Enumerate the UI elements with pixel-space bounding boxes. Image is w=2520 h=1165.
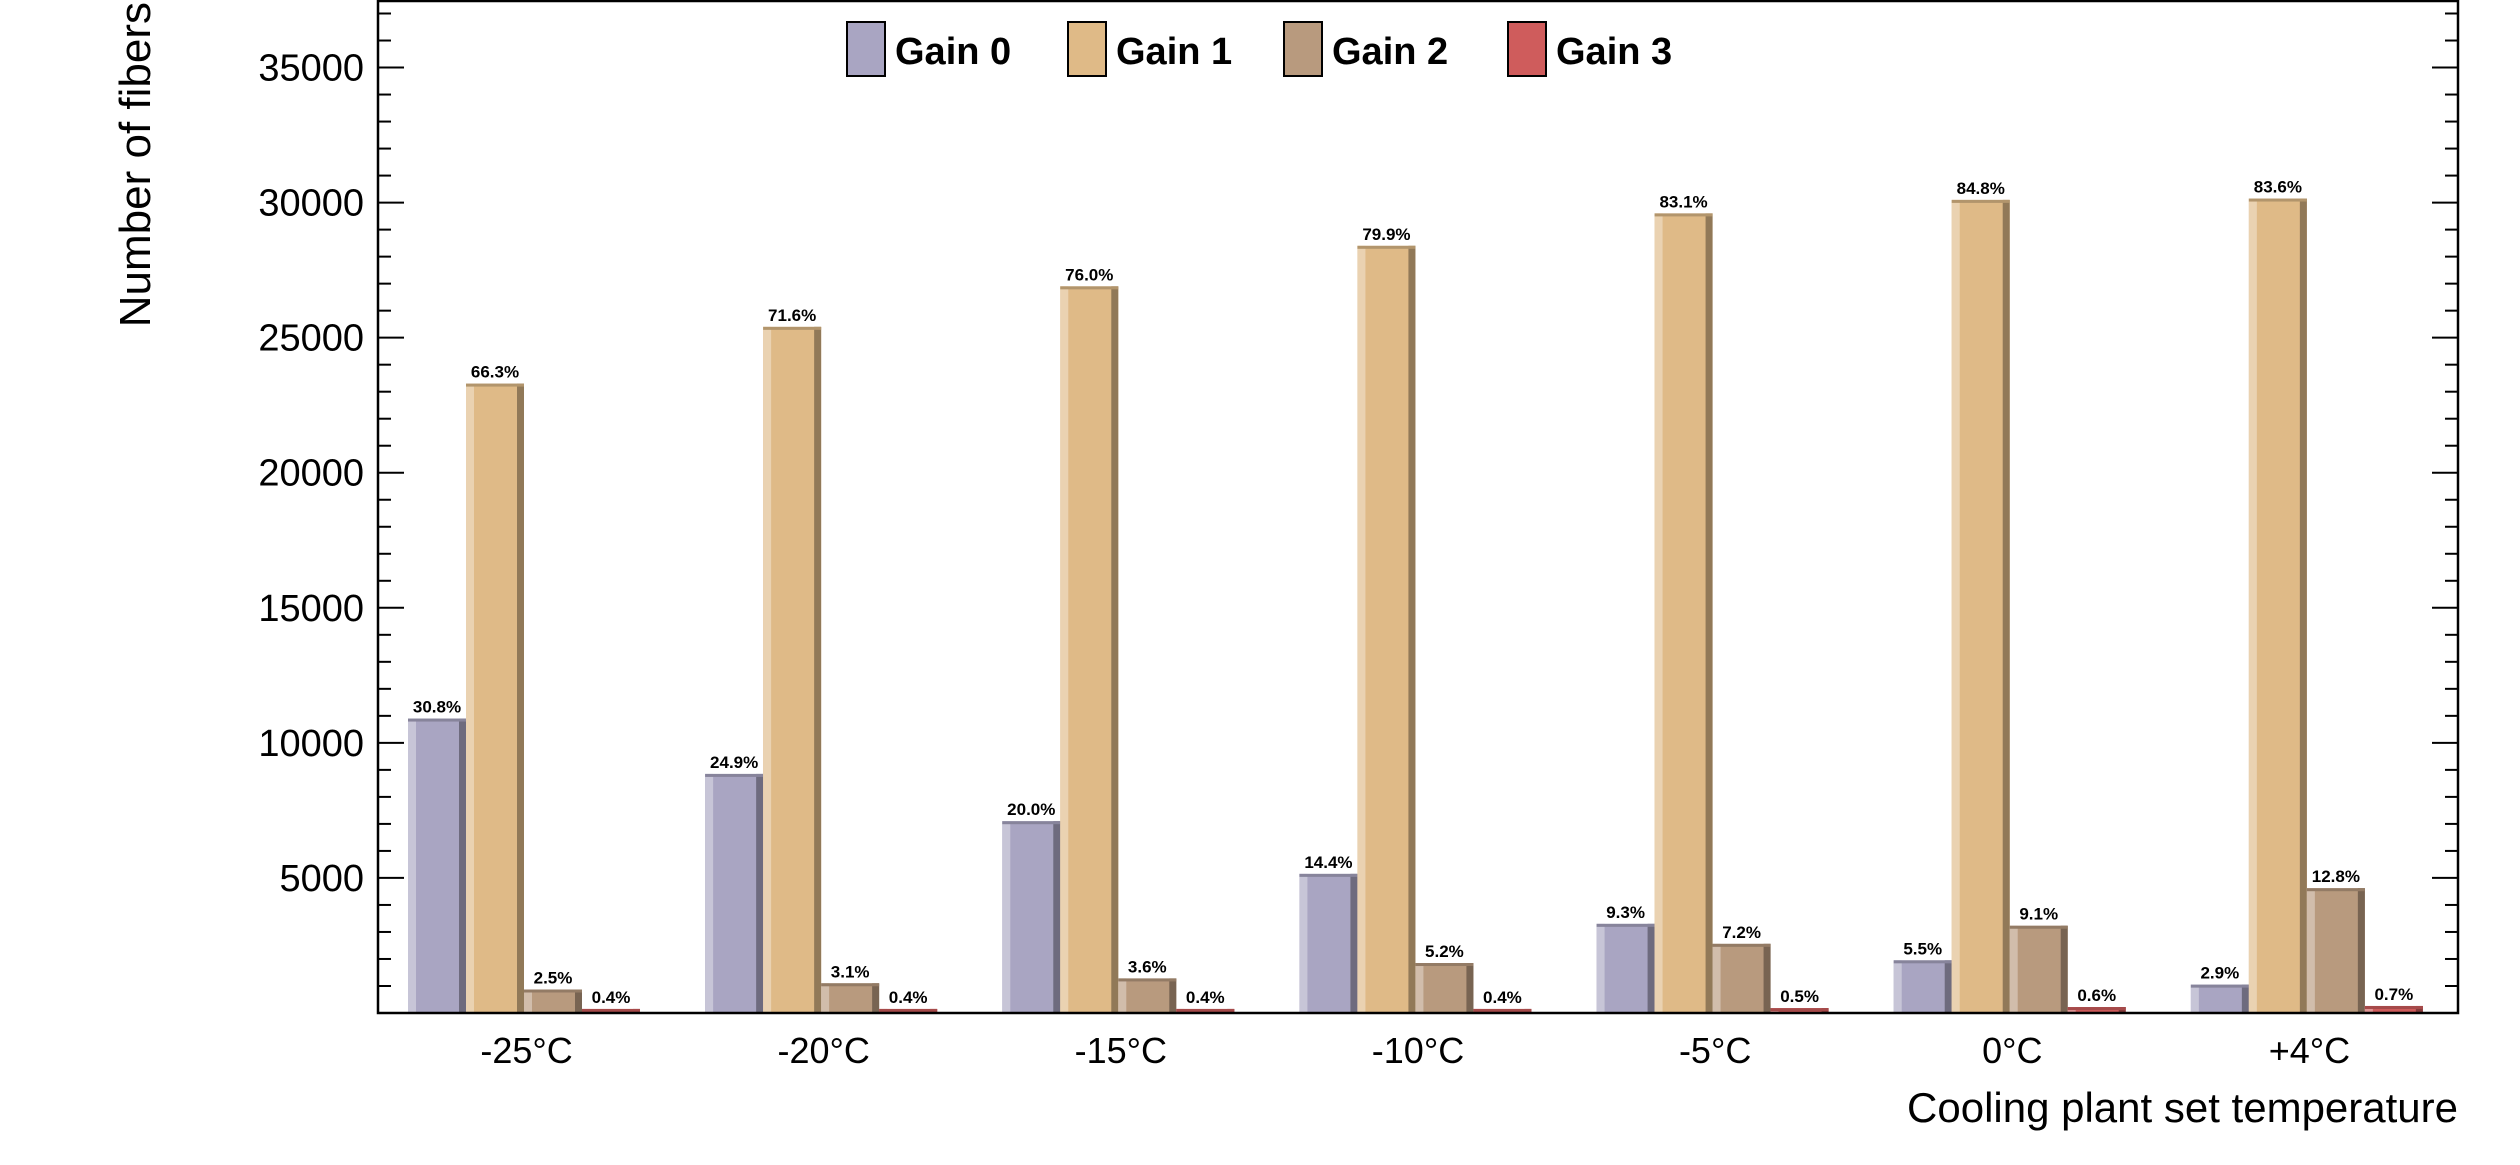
bar-gain-3 bbox=[879, 1008, 938, 1013]
bar-value-label: 5.2% bbox=[1425, 942, 1464, 961]
bar-value-label: 24.9% bbox=[710, 753, 758, 772]
bar-gain-1 bbox=[1951, 199, 2010, 1013]
bar-value-label: 2.9% bbox=[2200, 964, 2239, 983]
legend-entry-gain-3: Gain 3 bbox=[1507, 21, 1672, 77]
bar-value-label: 12.8% bbox=[2312, 867, 2360, 886]
legend-entry-gain-0: Gain 0 bbox=[846, 21, 1011, 77]
axes-layer: -25°C -20°C -15°C -10°C -5°C 0°C +4°C 5000 10000… bbox=[258, 0, 2460, 1071]
y-tick-label: 35000 bbox=[258, 48, 364, 90]
legend-swatch bbox=[1067, 21, 1107, 77]
bar-value-label: 71.6% bbox=[768, 306, 816, 325]
x-tick-label: 0°C bbox=[1982, 1030, 2042, 1071]
x-axis-label: Cooling plant set temperature bbox=[1907, 1084, 2458, 1131]
legend-swatch bbox=[846, 21, 886, 77]
bar-gain-1 bbox=[763, 326, 822, 1013]
bar-gain-1 bbox=[1654, 213, 1713, 1013]
bar-value-label: 0.6% bbox=[2077, 986, 2116, 1005]
legend-swatch bbox=[1507, 21, 1547, 77]
bar-value-label: 0.4% bbox=[1186, 988, 1225, 1007]
bar-gain-2 bbox=[1118, 978, 1177, 1013]
bar-value-label: 0.7% bbox=[2374, 985, 2413, 1004]
bar-gain-2 bbox=[2009, 925, 2068, 1013]
y-tick-label: 5000 bbox=[279, 858, 364, 900]
bar-gain-3 bbox=[2067, 1007, 2126, 1013]
legend-label: Gain 3 bbox=[1556, 31, 1672, 73]
bar-value-label: 14.4% bbox=[1304, 853, 1352, 872]
x-tick-label: -25°C bbox=[480, 1030, 572, 1071]
bar-gain-0 bbox=[1299, 873, 1358, 1013]
bar-gain-0 bbox=[1002, 821, 1061, 1013]
bars-layer bbox=[408, 198, 2423, 1014]
bar-gain-0 bbox=[1596, 923, 1655, 1013]
bar-value-label: 76.0% bbox=[1065, 265, 1113, 284]
bar-gain-2 bbox=[524, 989, 582, 1013]
legend: Gain 0 Gain 1 Gain 2 Gain 3 bbox=[846, 21, 1672, 77]
y-axis-label: Number of fibers bbox=[111, 2, 160, 327]
y-tick-label: 15000 bbox=[258, 588, 364, 630]
bar-value-label: 2.5% bbox=[534, 968, 573, 987]
bar-value-label: 0.4% bbox=[1483, 988, 1522, 1007]
bar-value-label: 0.5% bbox=[1780, 987, 1819, 1006]
y-tick-label: 30000 bbox=[258, 183, 364, 225]
bar-gain-2 bbox=[2306, 888, 2365, 1013]
bar-value-label: 79.9% bbox=[1362, 225, 1410, 244]
bar-gain-0 bbox=[1893, 960, 1952, 1013]
legend-label: Gain 0 bbox=[895, 31, 1011, 73]
legend-label: Gain 1 bbox=[1116, 31, 1232, 73]
y-tick-label: 25000 bbox=[258, 318, 364, 360]
bar-value-label: 83.1% bbox=[1659, 192, 1707, 211]
bar-gain-1 bbox=[1060, 286, 1119, 1014]
x-tick-label: -20°C bbox=[777, 1030, 869, 1071]
bar-gain-0 bbox=[2190, 984, 2249, 1013]
legend-entry-gain-2: Gain 2 bbox=[1283, 21, 1448, 77]
bar-value-label: 66.3% bbox=[471, 363, 519, 382]
bar-value-label: 7.2% bbox=[1722, 923, 1761, 942]
bar-gain-3 bbox=[1473, 1008, 1532, 1013]
bar-gain-3 bbox=[582, 1008, 640, 1013]
x-tick-label: -5°C bbox=[1679, 1030, 1751, 1071]
bar-percentage-labels: 30.8% 66.3% 2.5% 0.4% 24.9% 71.6% 3.1% 0.4% 20.0… bbox=[413, 178, 2413, 1007]
bar-gain-2 bbox=[821, 983, 880, 1013]
x-tick-label: -15°C bbox=[1075, 1030, 1167, 1071]
bar-value-label: 5.5% bbox=[1903, 939, 1942, 958]
bar-gain-2 bbox=[1415, 963, 1474, 1013]
y-tick-label: 20000 bbox=[258, 453, 364, 495]
bar-gain-1 bbox=[466, 383, 524, 1013]
bar-gain-1 bbox=[1357, 245, 1416, 1013]
bar-gain-3 bbox=[1176, 1008, 1235, 1013]
x-tick-label: -10°C bbox=[1372, 1030, 1464, 1071]
legend-label: Gain 2 bbox=[1332, 31, 1448, 73]
bar-value-label: 30.8% bbox=[413, 698, 461, 717]
bar-value-label: 9.3% bbox=[1606, 903, 1645, 922]
bar-gain-3 bbox=[2364, 1005, 2423, 1013]
x-tick-label: +4°C bbox=[2269, 1030, 2350, 1071]
bar-value-label: 9.1% bbox=[2019, 905, 2058, 924]
bar-gain-0 bbox=[408, 718, 466, 1013]
bar-value-label: 3.1% bbox=[831, 962, 870, 981]
bar-value-label: 0.4% bbox=[889, 988, 928, 1007]
legend-entry-gain-1: Gain 1 bbox=[1067, 21, 1232, 77]
legend-swatch bbox=[1283, 21, 1323, 77]
y-tick-label: 10000 bbox=[258, 723, 364, 765]
bar-gain-3 bbox=[1770, 1008, 1829, 1013]
bar-value-label: 83.6% bbox=[2254, 178, 2302, 197]
bar-gain-2 bbox=[1712, 943, 1771, 1013]
bar-value-label: 84.8% bbox=[1957, 179, 2005, 198]
bar-value-label: 0.4% bbox=[592, 988, 631, 1007]
bar-value-label: 20.0% bbox=[1007, 800, 1055, 819]
plot-frame bbox=[376, 0, 2460, 1015]
bar-gain-0 bbox=[705, 773, 764, 1013]
bar-gain-1 bbox=[2248, 198, 2307, 1014]
bar-value-label: 3.6% bbox=[1128, 957, 1167, 976]
